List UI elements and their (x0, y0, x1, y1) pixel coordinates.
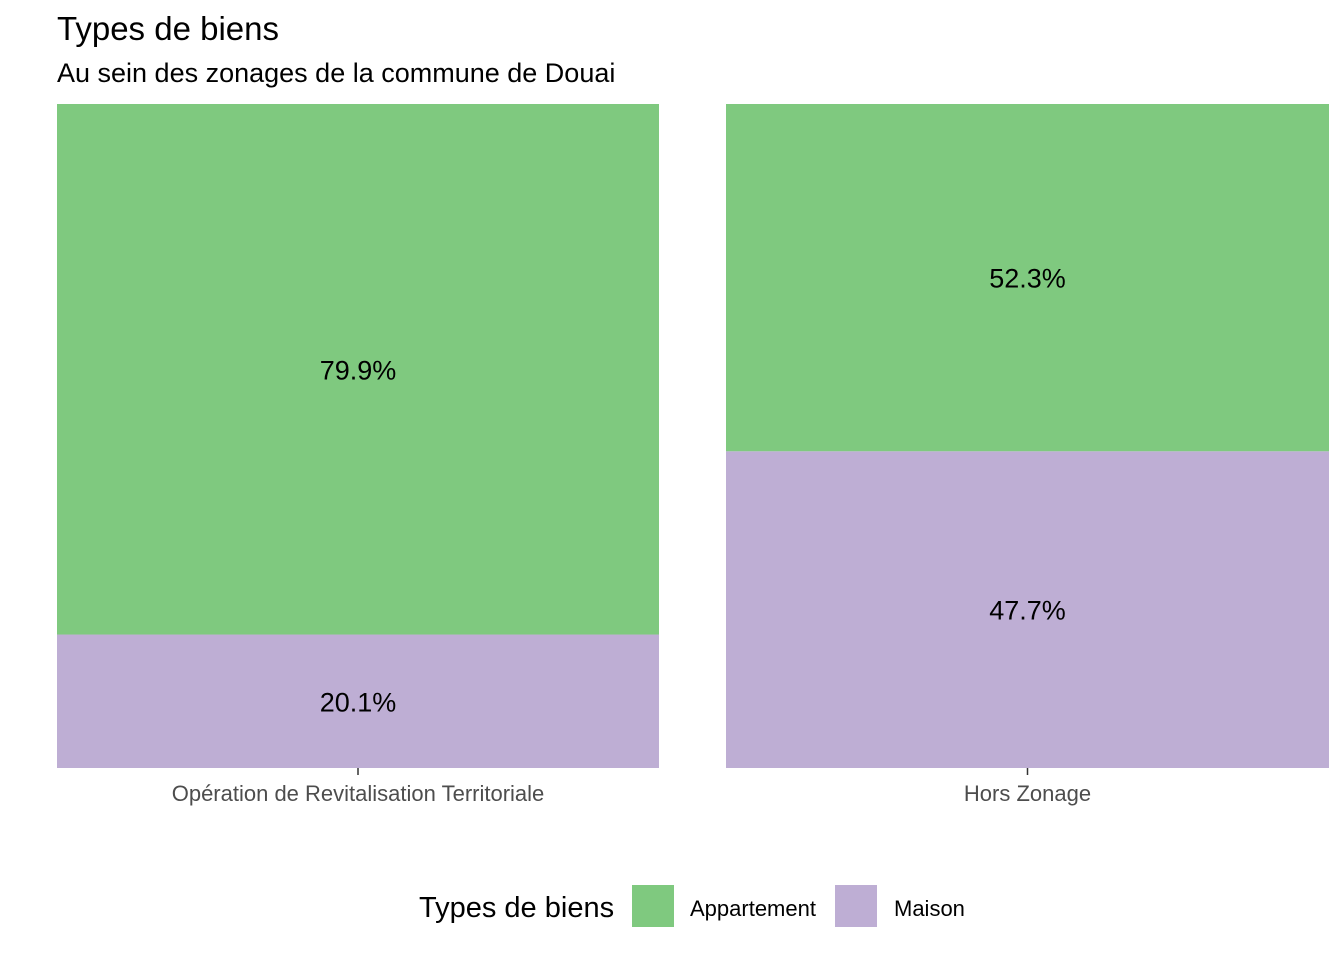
x-tick-label-hors-zonage: Hors Zonage (964, 781, 1091, 806)
chart-title: Types de biens (57, 10, 279, 47)
plot-area: 20.1% 79.9% Opération de Revitalisation Te… (57, 104, 1329, 806)
legend-key-appartement (631, 884, 675, 928)
data-label-appartement-operation-de-revitalisation-territoriale: 79.9% (320, 355, 397, 385)
data-label-maison-operation-de-revitalisation-territoriale: 20.1% (320, 687, 397, 717)
legend-label-appartement: Appartement (690, 896, 816, 921)
legend-title: Types de biens (419, 892, 615, 924)
bar-maison-operation-de-revitalisation-territoriale (57, 634, 659, 768)
x-tick-label-operation-de-revitalisation-territoriale: Opération de Revitalisation Territoriale (172, 781, 545, 806)
bar-appartement-hors-zonage (726, 104, 1329, 452)
data-label-maison-hors-zonage: 47.7% (989, 596, 1066, 626)
legend-key-maison (834, 884, 878, 928)
chart-subtitle: Au sein des zonages de la commune de Dou… (57, 58, 616, 88)
legend-label-maison: Maison (894, 896, 965, 921)
bar-maison-hors-zonage (726, 451, 1329, 768)
bar-appartement-operation-de-revitalisation-territoriale (57, 104, 659, 635)
data-label-appartement-hors-zonage: 52.3% (989, 264, 1066, 294)
legend: Types de biens Appartement Maison (0, 884, 1344, 930)
